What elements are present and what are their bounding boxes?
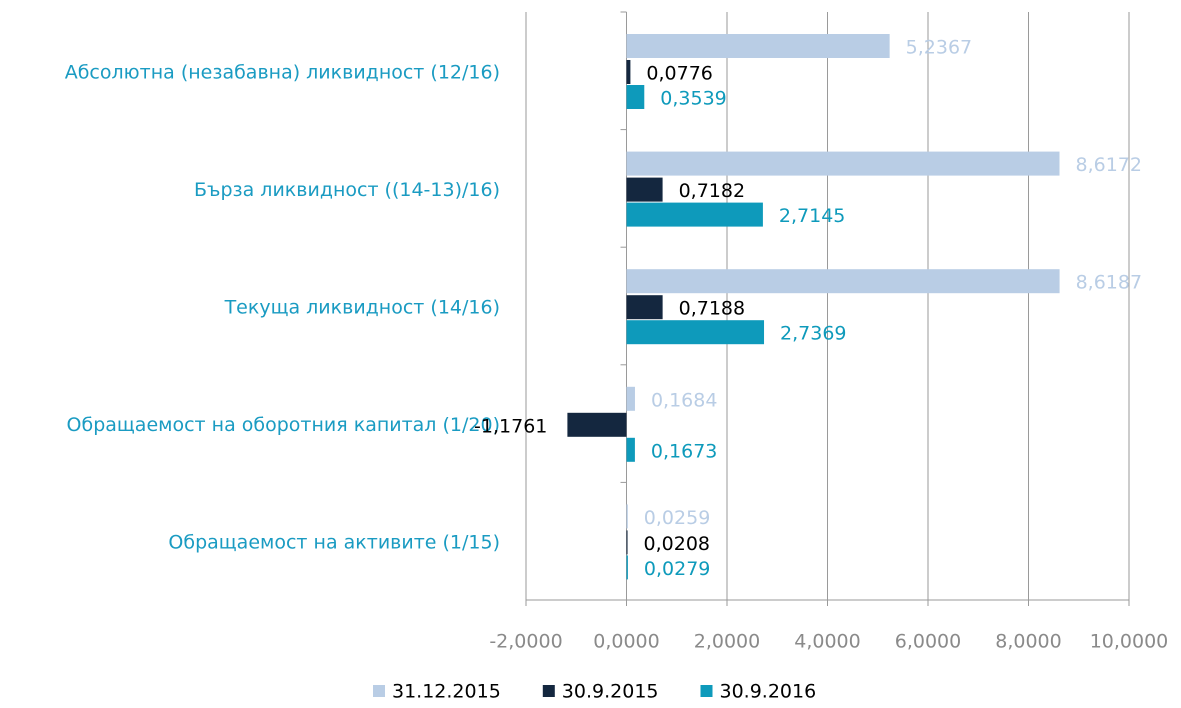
bar	[626, 202, 763, 227]
value-label: 0,7188	[679, 298, 745, 320]
x-tick-label: 0,0000	[593, 631, 659, 653]
value-label: 8,6172	[1076, 154, 1142, 176]
value-label: 5,2367	[906, 37, 972, 59]
value-label: 0,1684	[651, 389, 717, 411]
value-label: 0,0259	[644, 507, 710, 529]
x-tick-label: 6,0000	[895, 631, 961, 653]
legend-label: 30.9.2015	[562, 681, 659, 703]
bar	[626, 295, 663, 320]
category-label: Обращаемост на активите (1/15)	[168, 532, 500, 554]
value-label: -1,1761	[474, 415, 547, 437]
bar	[626, 555, 628, 580]
value-label: 0,7182	[679, 180, 745, 202]
category-label: Абсолютна (незабавна) ликвидност (12/16)	[65, 61, 500, 83]
bar	[626, 437, 635, 462]
bar	[626, 320, 765, 345]
legend-swatch	[542, 685, 555, 697]
value-label: 0,3539	[660, 88, 726, 110]
value-label: 8,6187	[1076, 272, 1142, 294]
x-tick-label: 2,0000	[694, 631, 760, 653]
bar	[626, 34, 890, 58]
legend-swatch	[700, 685, 713, 697]
legend-label: 30.9.2016	[720, 681, 817, 703]
bar	[626, 85, 645, 109]
legend-swatch	[373, 685, 385, 697]
legend-label: 31.12.2015	[392, 681, 501, 703]
value-label: 2,7369	[780, 323, 846, 345]
bar	[626, 386, 635, 411]
value-label: 0,0279	[644, 558, 710, 580]
bar	[626, 504, 628, 529]
x-tick-label: 8,0000	[995, 631, 1061, 653]
value-label: 0,1673	[651, 440, 717, 462]
bar	[567, 412, 627, 437]
category-label: Текуща ликвидност (14/16)	[224, 297, 500, 319]
category-label: Обращаемост на оборотния капитал (1/20)	[67, 414, 500, 436]
bar	[626, 269, 1060, 294]
bar	[626, 60, 631, 84]
bar	[626, 530, 628, 555]
value-label: 0,0776	[646, 63, 712, 85]
x-tick-label: 10,0000	[1090, 631, 1169, 653]
bar	[626, 177, 663, 202]
x-tick-label: 4,0000	[794, 631, 860, 653]
bar	[626, 151, 1060, 176]
value-label: 2,7145	[779, 205, 845, 227]
x-tick-label: -2,0000	[489, 631, 562, 653]
category-label: Бърза ликвидност ((14-13)/16)	[194, 179, 500, 201]
value-label: 0,0208	[644, 533, 710, 555]
